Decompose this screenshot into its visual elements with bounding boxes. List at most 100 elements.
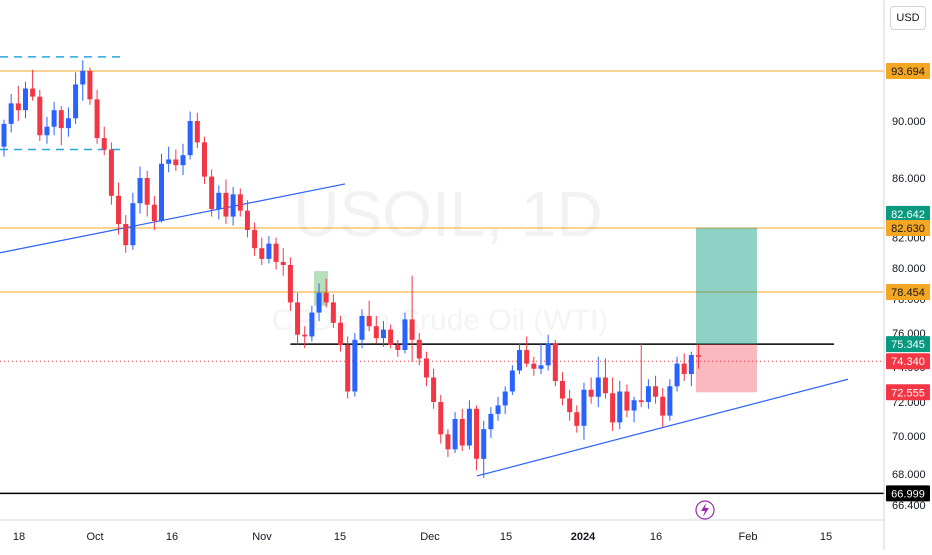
candle-body	[22, 88, 28, 111]
candle-body	[287, 264, 293, 303]
price-axis[interactable]: 66.40068.00070.00072.00074.00076.00078.0…	[883, 0, 932, 550]
candle-body	[80, 70, 86, 85]
candle-body	[44, 126, 50, 136]
price-badge-label: 72.555	[891, 387, 925, 399]
x-tick-label: 15	[334, 531, 346, 543]
candle-body	[252, 229, 258, 249]
candle-body	[223, 192, 229, 217]
time-axis[interactable]: 18 Oct 16 Nov 15 Dec 15 2024 16 Feb 15	[0, 519, 884, 543]
candle-body	[545, 343, 551, 366]
y-tick-label: 70.000	[892, 431, 926, 443]
candle-body	[273, 243, 279, 262]
price-badge	[886, 220, 930, 236]
candle-body	[395, 344, 401, 350]
profit-zone[interactable]	[696, 227, 757, 345]
price-badge-label: 82.630	[891, 223, 925, 235]
candle-body	[116, 195, 122, 224]
candle-body	[309, 312, 315, 337]
price-badge	[886, 353, 930, 370]
candle-body	[338, 322, 344, 345]
candlesticks	[1, 60, 702, 478]
candle-body	[259, 248, 265, 259]
candle-body	[302, 334, 308, 337]
candle-body	[280, 261, 286, 265]
candle-body	[216, 192, 222, 210]
candle-body	[51, 110, 57, 127]
candle-body	[610, 393, 616, 423]
candle-body	[631, 400, 637, 411]
candle-body	[209, 176, 215, 210]
y-tick-label: 90.000	[892, 116, 926, 128]
candle-body	[30, 88, 36, 97]
candle-body	[452, 419, 458, 450]
candle-body	[681, 363, 687, 374]
x-tick-label: 16	[166, 531, 178, 543]
candle-body	[588, 389, 594, 397]
price-badge	[886, 384, 930, 401]
candle-body	[101, 138, 107, 150]
candle-body	[595, 377, 601, 397]
watermark-description: CFDs on Crude Oil (WTI)	[272, 304, 609, 337]
candle-body	[388, 329, 394, 345]
long-position-tool[interactable]	[696, 227, 757, 393]
currency-selector[interactable]: USD	[890, 6, 926, 30]
price-badge-label: 75.345	[891, 339, 925, 351]
candle-body	[37, 96, 43, 136]
horizontal-levels[interactable]	[0, 70, 884, 495]
candle-body	[474, 408, 480, 459]
y-tick-label: 80.000	[892, 263, 926, 275]
x-tick-label: Dec	[420, 531, 440, 543]
loss-zone[interactable]	[696, 344, 757, 393]
candle-body	[538, 365, 544, 369]
candle-body	[330, 302, 336, 323]
candle-body	[244, 210, 250, 230]
candle-body	[65, 118, 71, 129]
price-badge-label: 78.454	[891, 287, 925, 299]
price-badge	[886, 336, 930, 353]
candle-body	[345, 344, 351, 392]
lightning-icon	[701, 503, 709, 517]
drawings[interactable]	[0, 56, 849, 477]
candle-body	[624, 391, 630, 411]
trendline-lower[interactable]	[476, 378, 849, 477]
candle-body	[359, 316, 365, 340]
candle-body	[187, 121, 193, 156]
price-badge	[886, 283, 930, 300]
candle-body	[366, 316, 372, 327]
candle-body	[645, 386, 651, 402]
event-marker[interactable]	[695, 500, 715, 520]
candle-body	[402, 319, 408, 350]
candle-body	[58, 110, 64, 129]
candle-body	[373, 326, 379, 339]
candle-body	[602, 377, 608, 394]
candle-body	[94, 99, 100, 139]
candle-body	[674, 363, 680, 387]
candle-body	[180, 155, 186, 166]
candle-body	[688, 355, 694, 374]
candle-body	[1, 123, 7, 147]
price-badge-label: 66.999	[891, 488, 925, 500]
price-badge	[886, 63, 930, 79]
price-badge-label: 82.642	[891, 209, 925, 221]
candle-body	[151, 204, 157, 222]
y-tick-label: 68.000	[892, 469, 926, 481]
candle-body	[696, 355, 702, 357]
candle-body	[194, 121, 200, 143]
candle-body	[173, 159, 179, 166]
candle-body	[431, 377, 437, 402]
candle-body	[517, 350, 523, 371]
price-axis-bg	[884, 0, 932, 550]
candle-body	[638, 400, 644, 402]
candle-body	[201, 142, 207, 177]
candle-body	[445, 434, 451, 450]
watermark-symbol: USOIL, 1D	[293, 178, 602, 250]
x-tick-label: 15	[500, 531, 512, 543]
candle-body	[581, 389, 587, 426]
trendline-upper[interactable]	[0, 183, 346, 254]
candle-body	[524, 350, 530, 364]
candle-body	[108, 149, 114, 196]
candle-body	[416, 339, 422, 359]
candle-body	[130, 203, 136, 246]
